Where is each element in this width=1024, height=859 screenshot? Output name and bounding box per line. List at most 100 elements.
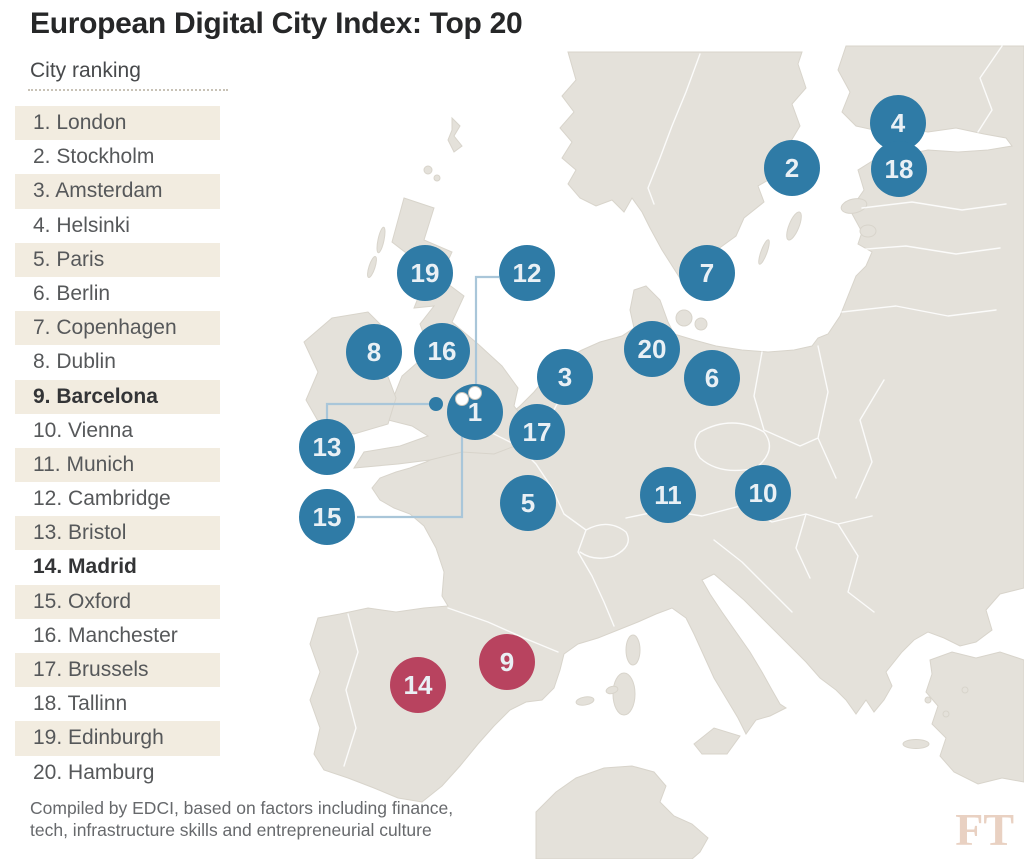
ranking-row-barcelona: 9. Barcelona: [15, 379, 220, 414]
map-marker-label-berlin: 6: [705, 363, 719, 393]
island: [694, 317, 708, 331]
ranking-row-munich: 11. Munich: [15, 447, 220, 483]
map-marker-dublin: [346, 324, 402, 380]
map-marker-label-tallinn: 18: [885, 154, 914, 184]
ranking-row-edinburgh: 19. Edinburgh: [15, 721, 220, 756]
ranking-row-manchester: 16. Manchester: [33, 623, 178, 647]
map-land-scandinavia: [559, 51, 807, 295]
map-marker-manchester: [414, 323, 470, 379]
source-note-line2: tech, infrastructure skills and entrepre…: [30, 820, 432, 840]
ranking-row-hamburg: 20. Hamburg: [33, 760, 155, 784]
map-marker-label-bristol: 13: [313, 432, 342, 462]
leader-lines: [325, 275, 499, 519]
ft-logo: FT: [955, 804, 1014, 855]
island: [902, 739, 930, 749]
leader-line-oxford: [357, 401, 464, 519]
map-marker-copenhagen: [679, 245, 735, 301]
island: [376, 226, 386, 254]
island: [367, 255, 377, 279]
location-dots: [429, 386, 482, 411]
map-marker-cambridge: [499, 245, 555, 301]
location-dot-oxford: [455, 392, 469, 406]
ranking-row-paris: 5. Paris: [15, 242, 220, 277]
map-marker-stockholm: [764, 140, 820, 196]
map-marker-label-stockholm: 2: [785, 153, 799, 183]
island: [859, 224, 877, 238]
page-title: European Digital City Index: Top 20: [30, 7, 523, 40]
island: [447, 116, 463, 153]
ranking-row-amsterdam: 3. Amsterdam: [15, 174, 220, 209]
ranking-row-dublin: 8. Dublin: [33, 350, 116, 374]
map-marker-label-cambridge: 12: [513, 258, 542, 288]
ranking-row-copenhagen: 7. Copenhagen: [15, 311, 220, 346]
city-ranking-list: 1. London 2. Stockholm 3. Amsterdam 4. Hels…: [15, 106, 220, 790]
island: [433, 174, 441, 182]
island: [961, 686, 969, 694]
island: [786, 211, 802, 241]
location-dot-cambridge: [468, 386, 482, 400]
island: [612, 672, 636, 716]
map-marker-label-oxford: 15: [313, 502, 342, 532]
map-marker-edinburgh: [397, 245, 453, 301]
map-marker-label-copenhagen: 7: [700, 258, 714, 288]
island: [605, 685, 619, 695]
map-marker-berlin: [684, 350, 740, 406]
map-marker-label-amsterdam: 3: [558, 362, 572, 392]
source-note-line1: Compiled by EDCI, based on factors inclu…: [30, 798, 454, 818]
map-marker-amsterdam: [537, 349, 593, 405]
map-land-turkey: [925, 651, 1024, 785]
map-marker-label-madrid: 14: [404, 670, 433, 700]
ranking-row-berlin: 6. Berlin: [33, 281, 111, 305]
leader-line-cambridge: [474, 275, 499, 391]
island: [675, 309, 693, 327]
map-marker-brussels: [509, 404, 565, 460]
ranking-row-vienna: 10. Vienna: [33, 418, 134, 442]
map-marker-label-paris: 5: [521, 488, 535, 518]
map-marker-label-manchester: 16: [428, 336, 457, 366]
map-marker-label-helsinki: 4: [891, 108, 906, 138]
map-marker-vienna: [735, 465, 791, 521]
ranking-row-helsinki: 4. Helsinki: [33, 213, 130, 237]
map-marker-hamburg: [624, 321, 680, 377]
island: [924, 696, 932, 704]
map-marker-label-dublin: 8: [367, 337, 381, 367]
map-land-north-africa: [535, 765, 709, 859]
island: [423, 165, 433, 175]
map-marker-label-brussels: 17: [523, 417, 552, 447]
dotted-rule: [28, 89, 228, 91]
island: [575, 696, 595, 706]
island: [942, 710, 950, 718]
ranking-row-madrid: 14. Madrid: [33, 555, 137, 579]
map-marker-barcelona: [479, 634, 535, 690]
island: [840, 198, 868, 214]
list-heading: City ranking: [30, 59, 141, 82]
map-land-mainland: [309, 45, 1024, 803]
map-marker-label-munich: 11: [654, 480, 682, 510]
ranking-row-stockholm: 2. Stockholm: [33, 145, 155, 169]
island: [758, 239, 770, 265]
map-marker-label-hamburg: 20: [638, 334, 667, 364]
map-marker-label-london: 1: [468, 397, 482, 427]
map-islands: [367, 116, 969, 755]
island: [625, 634, 641, 666]
map-marker-label-vienna: 10: [749, 478, 778, 508]
location-dot-bristol: [429, 397, 443, 411]
map-marker-munich: [640, 467, 696, 523]
ranking-row-tallinn: 18. Tallinn: [33, 692, 128, 716]
leader-line-bristol: [325, 402, 434, 420]
ranking-row-bristol: 13. Bristol: [15, 516, 220, 551]
ranking-row-oxford: 15. Oxford: [15, 584, 220, 619]
ranking-row-cambridge: 12. Cambridge: [33, 487, 171, 511]
map-marker-label-edinburgh: 19: [411, 258, 440, 288]
map-marker-madrid: [390, 657, 446, 713]
map-marker-oxford: [299, 489, 355, 545]
map-marker-paris: [500, 475, 556, 531]
map-marker-tallinn: [871, 141, 927, 197]
island: [693, 727, 741, 755]
source-note: Compiled by EDCI, based on factors inclu…: [30, 797, 453, 841]
ranking-row-london: 1. London: [15, 106, 220, 141]
map-marker-label-barcelona: 9: [500, 647, 514, 677]
